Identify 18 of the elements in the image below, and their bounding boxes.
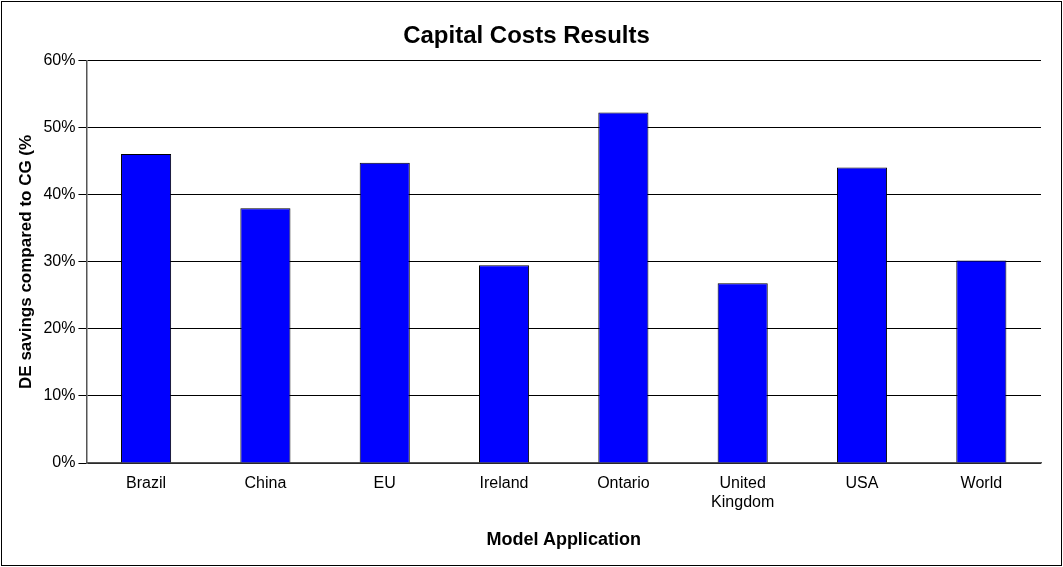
- y-tick-label: 60%: [43, 51, 76, 69]
- x-axis-title: Model Application: [486, 529, 641, 550]
- x-tick-label: China: [244, 474, 287, 492]
- y-tick-label: 10%: [43, 386, 76, 404]
- x-tick-label: United Kingdom: [711, 474, 775, 511]
- y-tick-label: 0%: [52, 453, 76, 471]
- y-axis-title: DE savings compared to CG (%: [15, 134, 35, 389]
- x-tick-label: Ireland: [479, 474, 529, 492]
- x-tick-label: USA: [845, 474, 879, 492]
- x-tick-label: Ontario: [597, 474, 650, 492]
- chart-title: Capital Costs Results: [403, 21, 650, 49]
- y-tick-label: 20%: [43, 319, 76, 337]
- y-tick-label: 30%: [43, 252, 76, 270]
- x-tick-label: World: [960, 474, 1003, 492]
- y-tick-label: 40%: [43, 185, 76, 203]
- x-tick-label: EU: [373, 474, 396, 492]
- x-tick-label: Brazil: [126, 474, 167, 492]
- y-tick-label: 50%: [43, 118, 76, 136]
